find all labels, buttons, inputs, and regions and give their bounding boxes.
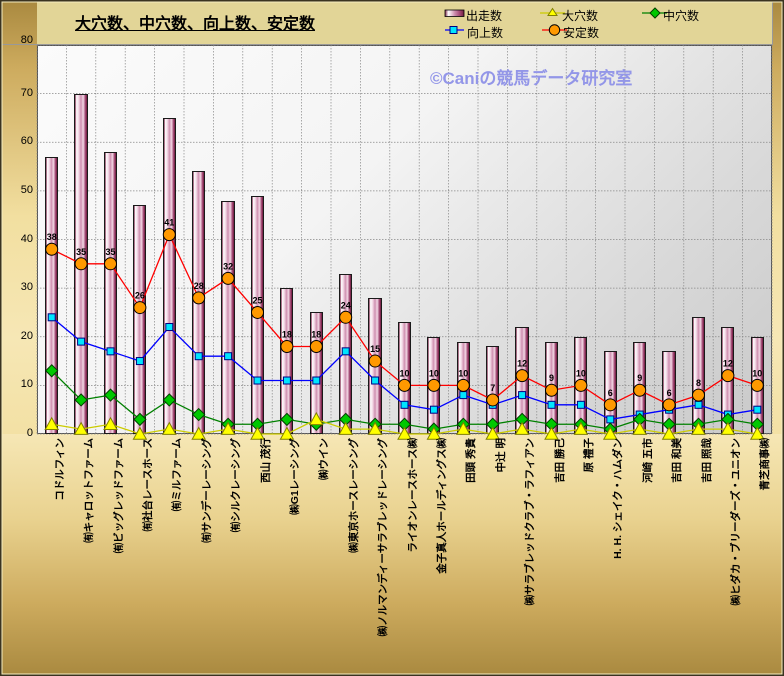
svg-text:18: 18 bbox=[311, 329, 321, 339]
svg-text:12: 12 bbox=[517, 359, 527, 369]
svg-text:24: 24 bbox=[341, 300, 351, 310]
svg-text:28: 28 bbox=[194, 281, 204, 291]
svg-text:10: 10 bbox=[576, 368, 586, 378]
svg-text:10: 10 bbox=[752, 368, 762, 378]
svg-text:41: 41 bbox=[164, 218, 174, 228]
svg-text:10: 10 bbox=[399, 368, 409, 378]
svg-text:9: 9 bbox=[549, 373, 554, 383]
svg-text:8: 8 bbox=[696, 378, 701, 388]
svg-text:6: 6 bbox=[667, 388, 672, 398]
svg-text:32: 32 bbox=[223, 261, 233, 271]
svg-text:7: 7 bbox=[490, 383, 495, 393]
svg-text:35: 35 bbox=[76, 247, 86, 257]
svg-text:12: 12 bbox=[723, 359, 733, 369]
svg-text:15: 15 bbox=[370, 344, 380, 354]
svg-text:35: 35 bbox=[105, 247, 115, 257]
svg-text:26: 26 bbox=[135, 291, 145, 301]
svg-text:25: 25 bbox=[252, 295, 262, 305]
svg-text:10: 10 bbox=[458, 368, 468, 378]
svg-text:9: 9 bbox=[637, 373, 642, 383]
svg-text:38: 38 bbox=[47, 232, 57, 242]
svg-text:10: 10 bbox=[429, 368, 439, 378]
svg-text:18: 18 bbox=[282, 329, 292, 339]
svg-text:6: 6 bbox=[608, 388, 613, 398]
